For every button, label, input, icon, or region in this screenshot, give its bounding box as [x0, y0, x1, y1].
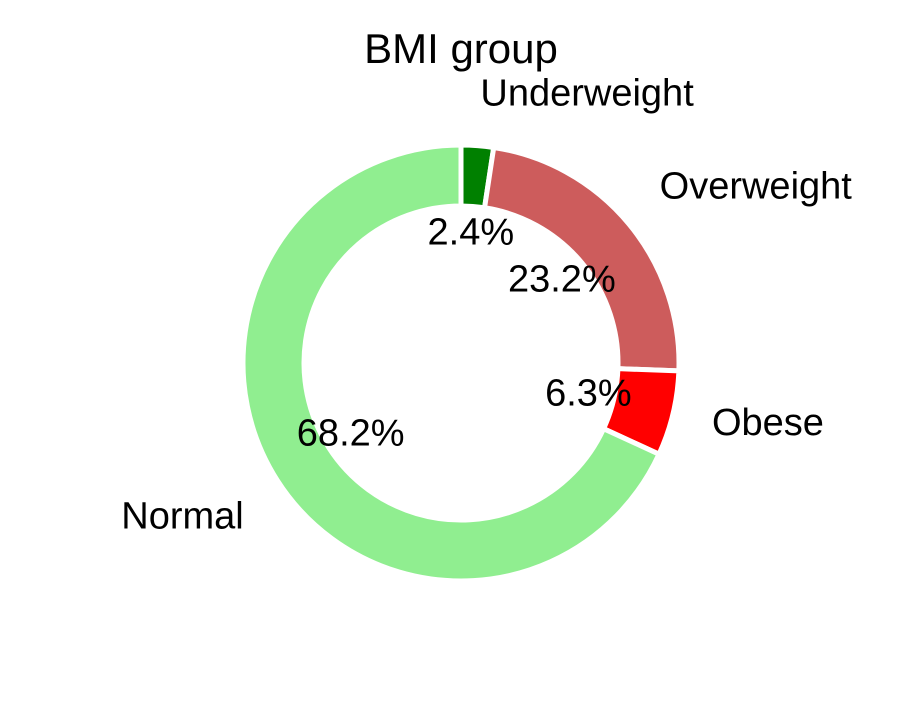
- slice-label-obese: Obese: [712, 402, 824, 444]
- labels-group: Underweight 2.4% Overweight 23.2% Obese 6.3% N…: [121, 73, 852, 538]
- chart-title: BMI group: [364, 25, 558, 72]
- slice-label-overweight: Overweight: [660, 165, 853, 207]
- slice-label-normal: Normal: [121, 496, 243, 538]
- percent-label-underweight: 2.4%: [428, 211, 515, 253]
- percent-label-obese: 6.3%: [545, 372, 632, 414]
- slice-normal: [240, 142, 663, 584]
- slices-group: [240, 142, 682, 584]
- slice-label-underweight: Underweight: [480, 73, 694, 115]
- percent-label-normal: 68.2%: [297, 413, 405, 455]
- percent-label-overweight: 23.2%: [508, 258, 616, 300]
